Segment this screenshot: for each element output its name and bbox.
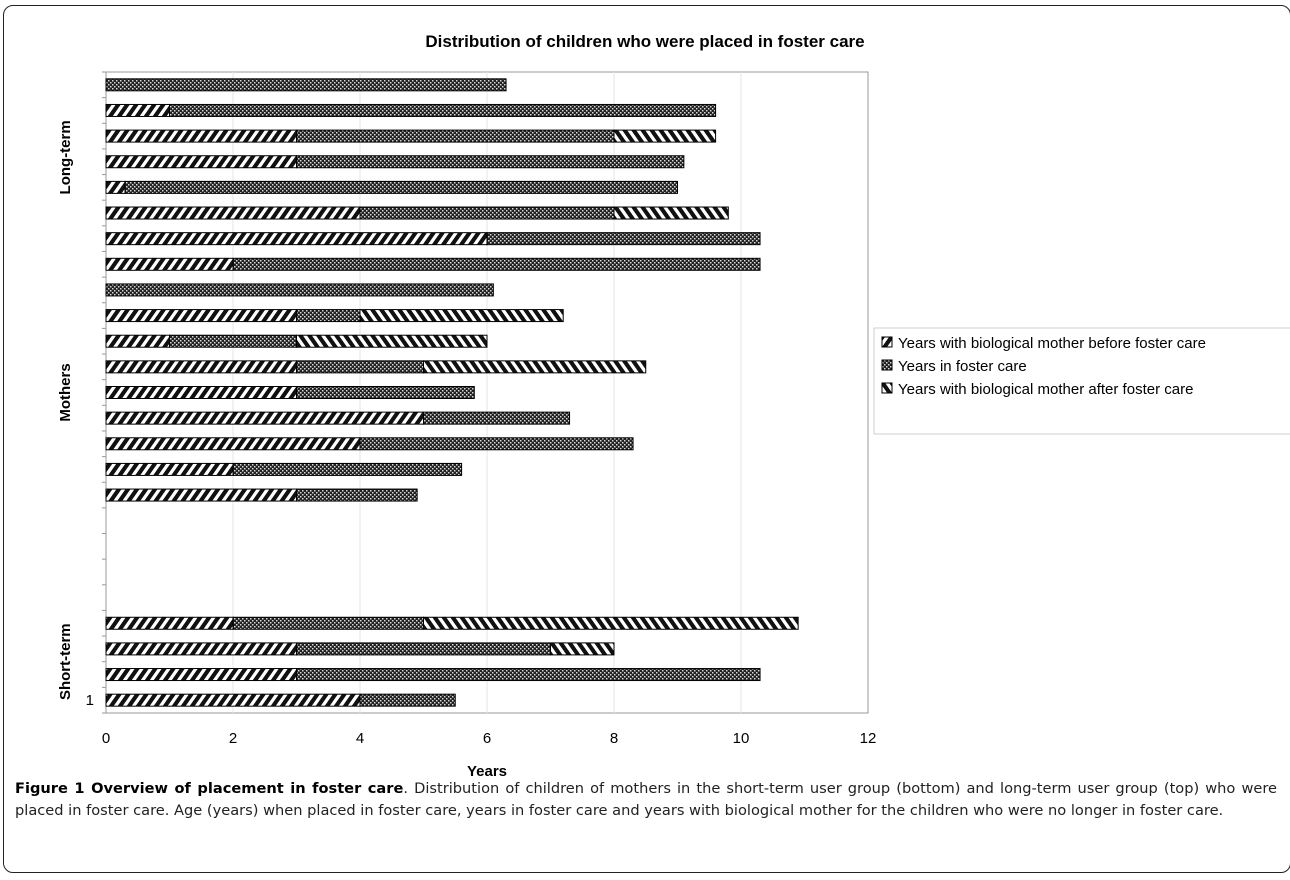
legend-label: Years with biological mother before fost… — [898, 335, 1206, 352]
bar-segment — [169, 103, 717, 117]
bar-segment — [169, 334, 297, 348]
bar-segment — [613, 129, 717, 143]
bar-segment — [105, 437, 361, 451]
bar-segment — [423, 616, 799, 630]
bar-segment — [423, 411, 571, 425]
bar-segment — [296, 642, 551, 656]
bar-segment — [105, 360, 297, 374]
bar-segment — [105, 103, 170, 117]
bar-segment — [124, 180, 679, 194]
bar-segment — [105, 386, 297, 399]
chart-title: Distribution of children who were placed… — [425, 32, 864, 51]
bar-segment — [423, 360, 647, 374]
x-tick-label: 8 — [610, 730, 618, 747]
group-label: Long-term — [57, 120, 74, 194]
bar-segment — [105, 232, 488, 246]
legend-swatch — [881, 336, 893, 348]
bar-segment — [296, 488, 418, 502]
bar-segment — [105, 693, 361, 707]
legend: Years with biological mother before fost… — [873, 327, 1290, 435]
legend-swatch — [881, 382, 893, 394]
legend-box — [873, 327, 1290, 435]
x-tick-label: 10 — [733, 730, 750, 747]
bar-segment — [105, 616, 234, 630]
bar-segment — [105, 488, 297, 502]
y-tick-label: 1 — [86, 692, 94, 709]
legend-swatch — [881, 359, 893, 371]
group-label: Mothers — [57, 363, 74, 421]
x-tick-label: 6 — [483, 730, 491, 747]
caption-body: . Distribution of children of mothers in… — [15, 780, 1278, 819]
x-tick-label: 12 — [860, 730, 877, 747]
bar-segment — [550, 642, 615, 656]
bar-segment — [359, 437, 634, 451]
x-tick-label: 2 — [229, 730, 237, 747]
legend-label: Years with biological mother after foste… — [898, 381, 1193, 398]
x-tick-label: 0 — [102, 730, 110, 747]
bar-segment — [613, 206, 729, 220]
bar-segment — [486, 232, 761, 246]
bar-segment — [105, 411, 424, 425]
bar-segment — [232, 462, 463, 476]
bar-segment — [232, 257, 761, 271]
bar-segment — [232, 616, 424, 630]
bar-segment — [296, 668, 761, 682]
bar-segment — [105, 129, 297, 143]
bar-segment — [105, 257, 234, 271]
bar-segment — [105, 309, 297, 323]
bar-segment — [105, 180, 126, 194]
group-label: Short-term — [57, 623, 74, 700]
caption-title: Figure 1 Overview of placement in foster… — [15, 780, 404, 797]
bar-segment — [105, 642, 297, 656]
bar-segment — [105, 283, 494, 297]
bar-segment — [105, 668, 297, 682]
bar-segment — [359, 693, 456, 707]
bar-segment — [105, 206, 361, 220]
bar-segment — [296, 309, 361, 323]
bar-segment — [296, 334, 488, 348]
bar-segment — [105, 78, 507, 92]
bar-segment — [105, 462, 234, 476]
figure-caption: Figure 1 Overview of placement in foster… — [15, 778, 1277, 822]
bar-segment — [359, 309, 564, 323]
chart: Distribution of children who were placed… — [57, 32, 1290, 780]
bar-segment — [105, 155, 297, 169]
legend-label: Years in foster care — [898, 358, 1027, 375]
bar-segment — [296, 129, 615, 143]
bar-segment — [105, 334, 170, 348]
bar-segment — [359, 206, 615, 220]
x-axis-label: Years — [467, 763, 507, 780]
bar-segment — [296, 155, 685, 169]
bar-segment — [296, 386, 475, 399]
bar-segment — [296, 360, 424, 374]
x-tick-label: 4 — [356, 730, 364, 747]
